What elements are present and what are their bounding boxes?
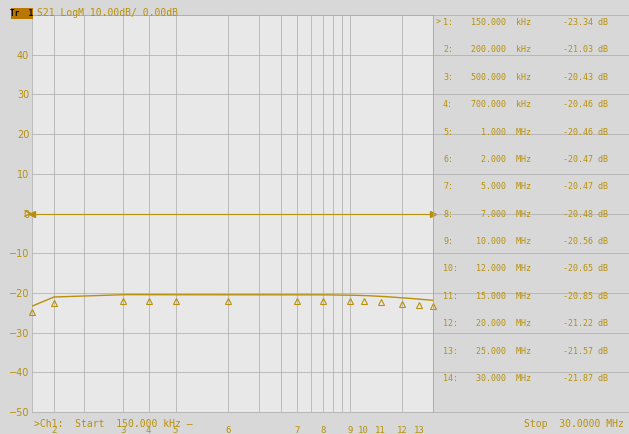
Text: 7.000  MHz: 7.000 MHz: [471, 210, 531, 219]
Text: -20.46 dB: -20.46 dB: [563, 100, 608, 109]
Text: 11: 11: [375, 426, 386, 434]
Text: 3:: 3:: [443, 73, 453, 82]
Text: 9:: 9:: [443, 237, 453, 246]
Text: S21 LogM 10.00dB/ 0.00dB: S21 LogM 10.00dB/ 0.00dB: [37, 8, 178, 18]
Text: 8:: 8:: [443, 210, 453, 219]
Text: -20.47 dB: -20.47 dB: [563, 182, 608, 191]
Text: Stop  30.0000 MHz: Stop 30.0000 MHz: [524, 419, 624, 429]
Text: -20.46 dB: -20.46 dB: [563, 128, 608, 137]
Text: 12.000  MHz: 12.000 MHz: [471, 264, 531, 273]
Text: 1:: 1:: [443, 18, 453, 27]
Text: 5.000  MHz: 5.000 MHz: [471, 182, 531, 191]
Text: 1.000  MHz: 1.000 MHz: [471, 128, 531, 137]
Text: 7: 7: [295, 426, 300, 434]
Text: 13: 13: [414, 426, 425, 434]
Text: 2: 2: [51, 426, 57, 434]
Text: 4: 4: [146, 426, 152, 434]
Text: -21.87 dB: -21.87 dB: [563, 374, 608, 383]
Text: 14:: 14:: [443, 374, 458, 383]
Text: 2:: 2:: [443, 46, 453, 54]
Text: 10: 10: [359, 426, 369, 434]
Text: 10.000  MHz: 10.000 MHz: [471, 237, 531, 246]
Text: 500.000  kHz: 500.000 kHz: [471, 73, 531, 82]
Text: -21.22 dB: -21.22 dB: [563, 319, 608, 328]
Text: 150.000  kHz: 150.000 kHz: [471, 18, 531, 27]
Text: -21.57 dB: -21.57 dB: [563, 347, 608, 355]
Text: 10:: 10:: [443, 264, 458, 273]
Text: -20.47 dB: -20.47 dB: [563, 155, 608, 164]
Text: Tr  1: Tr 1: [11, 9, 33, 17]
Text: 15.000  MHz: 15.000 MHz: [471, 292, 531, 301]
Text: 6:: 6:: [443, 155, 453, 164]
Text: 9: 9: [347, 426, 352, 434]
Text: -20.48 dB: -20.48 dB: [563, 210, 608, 219]
Text: 12: 12: [397, 426, 408, 434]
Text: -20.43 dB: -20.43 dB: [563, 73, 608, 82]
Text: 200.000  kHz: 200.000 kHz: [471, 46, 531, 54]
Text: 5: 5: [173, 426, 178, 434]
Text: 7:: 7:: [443, 182, 453, 191]
Text: -20.65 dB: -20.65 dB: [563, 264, 608, 273]
Text: 20.000  MHz: 20.000 MHz: [471, 319, 531, 328]
Text: 12:: 12:: [443, 319, 458, 328]
Text: 8: 8: [320, 426, 326, 434]
Text: 13:: 13:: [443, 347, 458, 355]
Text: 700.000  kHz: 700.000 kHz: [471, 100, 531, 109]
Text: 5:: 5:: [443, 128, 453, 137]
Text: 11:: 11:: [443, 292, 458, 301]
Text: 3: 3: [120, 426, 126, 434]
Text: 4:: 4:: [443, 100, 453, 109]
Text: 2.000  MHz: 2.000 MHz: [471, 155, 531, 164]
Text: -20.85 dB: -20.85 dB: [563, 292, 608, 301]
Text: 30.000  MHz: 30.000 MHz: [471, 374, 531, 383]
FancyBboxPatch shape: [11, 7, 33, 19]
Text: -23.34 dB: -23.34 dB: [563, 18, 608, 27]
Text: -20.56 dB: -20.56 dB: [563, 237, 608, 246]
Text: >Ch1:  Start  150.000 kHz —: >Ch1: Start 150.000 kHz —: [34, 419, 192, 429]
Text: 25.000  MHz: 25.000 MHz: [471, 347, 531, 355]
Text: 6: 6: [225, 426, 231, 434]
Text: -21.03 dB: -21.03 dB: [563, 46, 608, 54]
Text: >: >: [436, 18, 441, 27]
